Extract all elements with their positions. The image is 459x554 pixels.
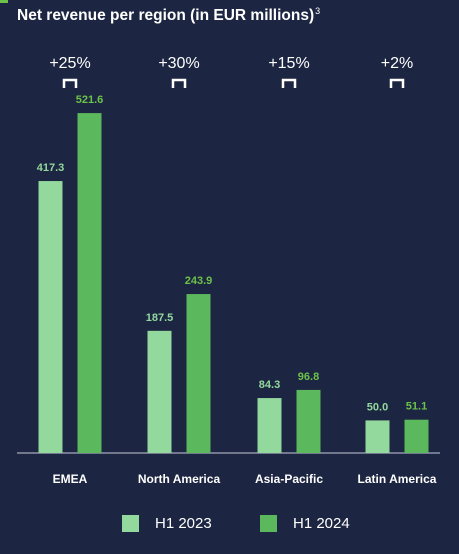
- legend-item-h1-2024: H1 2024: [260, 515, 350, 532]
- legend-swatch-h1-2023: [122, 515, 139, 532]
- category-label-asia-pacific: Asia-Pacific: [255, 472, 323, 486]
- value-label-emea-h1-2024: 521.6: [76, 94, 104, 106]
- growth-bracket-emea: [62, 78, 78, 88]
- legend-item-h1-2023: H1 2023: [122, 515, 212, 532]
- category-label-emea: EMEA: [53, 472, 88, 486]
- legend-label-h1-2024: H1 2024: [293, 515, 350, 532]
- category-label-latin-america: Latin America: [358, 472, 437, 486]
- bar-asia-pacific-h1-2024: [296, 389, 321, 453]
- bar-asia-pacific-h1-2023: [257, 398, 282, 453]
- bar-latin-america-h1-2023: [365, 420, 390, 453]
- value-label-latin-america-h1-2024: 51.1: [406, 401, 427, 413]
- accent-strip: [0, 0, 8, 3]
- growth-label-north-america: +30%: [158, 55, 199, 72]
- bar-north-america-h1-2024: [186, 294, 211, 453]
- legend-label-h1-2023: H1 2023: [155, 515, 212, 532]
- value-label-north-america-h1-2023: 187.5: [146, 312, 174, 324]
- growth-label-latin-america: +2%: [381, 55, 413, 72]
- legend-swatch-h1-2024: [260, 515, 277, 532]
- title-footnote: 3: [315, 6, 321, 16]
- bar-emea-h1-2023: [38, 181, 63, 453]
- chart-title: Net revenue per region (in EUR millions)…: [17, 6, 320, 25]
- growth-bracket-latin-america: [389, 78, 405, 88]
- legend: H1 2023 H1 2024: [0, 515, 459, 541]
- value-label-asia-pacific-h1-2023: 84.3: [259, 379, 280, 391]
- value-label-latin-america-h1-2023: 50.0: [367, 401, 388, 413]
- value-label-asia-pacific-h1-2024: 96.8: [298, 371, 319, 383]
- category-label-north-america: North America: [138, 472, 221, 486]
- chart-title-text: Net revenue per region (in EUR millions): [17, 7, 315, 25]
- bar-latin-america-h1-2024: [404, 419, 429, 453]
- growth-label-asia-pacific: +15%: [268, 55, 309, 72]
- bar-emea-h1-2024: [77, 113, 102, 453]
- growth-bracket-north-america: [171, 78, 187, 88]
- bar-north-america-h1-2023: [147, 330, 172, 453]
- value-label-north-america-h1-2024: 243.9: [185, 275, 213, 287]
- value-label-emea-h1-2023: 417.3: [37, 162, 65, 174]
- growth-label-emea: +25%: [49, 55, 90, 72]
- growth-bracket-asia-pacific: [281, 78, 297, 88]
